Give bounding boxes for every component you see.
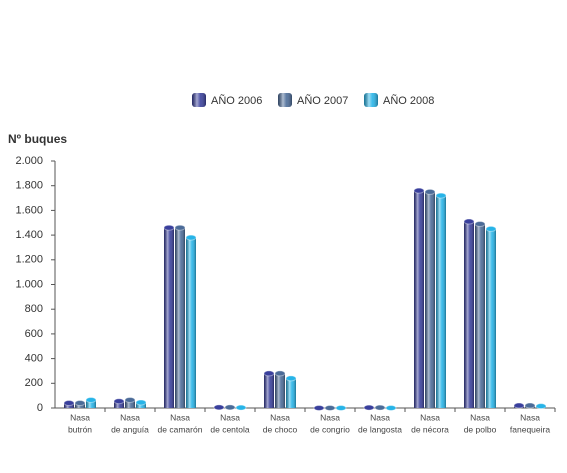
bar-shine xyxy=(264,373,274,408)
y-tick-label: 800 xyxy=(25,303,43,315)
bar-cap xyxy=(463,218,475,225)
bar-shine xyxy=(125,399,135,408)
bar-cap xyxy=(263,370,275,377)
y-axis-label: Nº buques xyxy=(8,132,67,146)
bar-cap xyxy=(524,402,536,409)
y-tick-label: 1.000 xyxy=(15,278,43,290)
x-tick-label: de choco xyxy=(263,424,298,434)
bar-cap xyxy=(474,220,486,227)
bar-cap xyxy=(485,225,497,232)
bar-cap xyxy=(335,405,347,411)
bar-shine xyxy=(86,399,96,408)
legend-swatch-shine xyxy=(364,93,378,107)
y-tick-label: 1.400 xyxy=(15,229,43,241)
x-tick-label: de polbo xyxy=(464,424,497,434)
bar-shine xyxy=(486,228,496,408)
bar-cap xyxy=(424,188,436,195)
y-tick-label: 1.600 xyxy=(15,204,43,216)
x-tick-label: de camarón xyxy=(158,424,203,434)
bar-shine xyxy=(114,401,124,408)
bar-shine xyxy=(164,227,174,408)
x-tick-label: Nasa xyxy=(220,412,240,422)
bar-cap xyxy=(313,405,325,411)
bar-cap xyxy=(185,234,197,241)
y-tick-label: 2.000 xyxy=(15,155,43,167)
bar-cap xyxy=(124,396,136,403)
legend-swatch-shine xyxy=(278,93,292,107)
bar-cap xyxy=(135,399,147,406)
bar-shine xyxy=(475,223,485,408)
bar-cap xyxy=(285,375,297,382)
y-tick-label: 200 xyxy=(25,377,43,389)
x-tick-label: Nasa xyxy=(120,412,140,422)
x-tick-label: Nasa xyxy=(370,412,390,422)
bar-cap xyxy=(385,405,397,411)
x-tick-label: de langosta xyxy=(358,424,402,434)
bar-cap xyxy=(535,403,547,410)
x-tick-label: fanequeira xyxy=(510,424,550,434)
x-tick-label: Nasa xyxy=(320,412,340,422)
bar-cap xyxy=(374,404,386,411)
legend-swatch-shine xyxy=(192,93,206,107)
bar-cap xyxy=(324,405,336,411)
bar-shine xyxy=(186,237,196,408)
legend-label: AÑO 2006 xyxy=(211,94,262,107)
x-tick-label: Nasa xyxy=(170,412,190,422)
bar-cap xyxy=(235,404,247,411)
bar-shine xyxy=(286,378,296,408)
bar-cap xyxy=(435,192,447,199)
bar-shine xyxy=(414,190,424,408)
bar-cap xyxy=(213,404,225,411)
bar-cap xyxy=(74,400,86,407)
x-tick-label: de anguía xyxy=(111,424,149,434)
bar-cap xyxy=(113,398,125,405)
x-tick-label: Nasa xyxy=(470,412,490,422)
bar-cap xyxy=(63,400,75,407)
bar-cap xyxy=(363,404,375,411)
bar-shine xyxy=(275,373,285,408)
bar-shine xyxy=(175,227,185,408)
bar-shine xyxy=(436,195,446,408)
x-tick-label: Nasa xyxy=(270,412,290,422)
bar-cap xyxy=(513,402,525,409)
x-tick-label: butrón xyxy=(68,424,92,434)
bar-cap xyxy=(174,224,186,231)
bar-shine xyxy=(464,221,474,408)
x-tick-label: de congrio xyxy=(310,424,350,434)
y-tick-label: 1.200 xyxy=(15,254,43,266)
bar-cap xyxy=(85,396,97,403)
bar-cap xyxy=(224,404,236,411)
bar-shine xyxy=(425,191,435,408)
bar-shine xyxy=(136,402,146,408)
legend-label: AÑO 2007 xyxy=(297,94,348,107)
bar-cap xyxy=(413,187,425,194)
y-tick-label: 400 xyxy=(25,353,43,365)
y-tick-label: 600 xyxy=(25,328,43,340)
y-tick-label: 0 xyxy=(37,402,43,414)
x-tick-label: de centola xyxy=(210,424,249,434)
bar-cap xyxy=(274,370,286,377)
legend-label: AÑO 2008 xyxy=(383,94,434,107)
x-tick-label: Nasa xyxy=(520,412,540,422)
x-tick-label: Nasa xyxy=(70,412,90,422)
x-tick-label: de nécora xyxy=(411,424,449,434)
y-tick-label: 1.800 xyxy=(15,180,43,192)
bar-cap xyxy=(163,224,175,231)
x-tick-label: Nasa xyxy=(420,412,440,422)
